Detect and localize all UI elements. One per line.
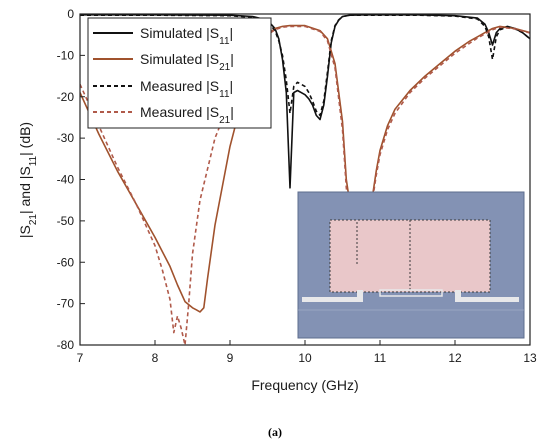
x-tick-label-6: 13 — [523, 351, 537, 365]
y-tick-label-7: -70 — [57, 297, 75, 311]
filter-photo-inset — [297, 191, 525, 339]
series-line-measured-s11 — [80, 14, 530, 117]
x-tick-label-1: 8 — [152, 351, 159, 365]
y-tick-label-5: -50 — [57, 214, 75, 228]
series-layer — [80, 14, 530, 345]
x-tick-label-3: 10 — [298, 351, 312, 365]
y-tick-label-1: -10 — [57, 48, 75, 62]
y-tick-label-6: -60 — [57, 255, 75, 269]
x-tick-label-0: 7 — [77, 351, 84, 365]
y-axis-title: |S21| and |S11| (dB) — [17, 122, 39, 238]
x-tick-label-4: 11 — [374, 351, 387, 365]
y-tick-label-8: -80 — [57, 338, 75, 352]
x-axis-title: Frequency (GHz) — [251, 377, 358, 393]
figure-caption: (a) — [268, 425, 282, 439]
x-tick-label-2: 9 — [227, 351, 234, 365]
legend: Simulated |S11| Simulated |S21| Measured… — [87, 17, 272, 129]
series-line-simulated-s21 — [80, 24, 530, 313]
series-line-simulated-s11 — [80, 14, 530, 189]
axes-layer: 7 8 9 10 11 12 13 0 -10 -20 -30 -40 -50 -60 -70 -80 — [57, 7, 537, 365]
y-tick-label-3: -30 — [57, 131, 75, 145]
y-tick-label-0: 0 — [67, 7, 74, 21]
y-tick-label-4: -40 — [57, 173, 75, 187]
x-tick-label-5: 12 — [448, 351, 462, 365]
legend-box — [87, 17, 272, 129]
series-line-measured-s21 — [80, 25, 530, 345]
y-tick-label-2: -20 — [57, 90, 75, 104]
